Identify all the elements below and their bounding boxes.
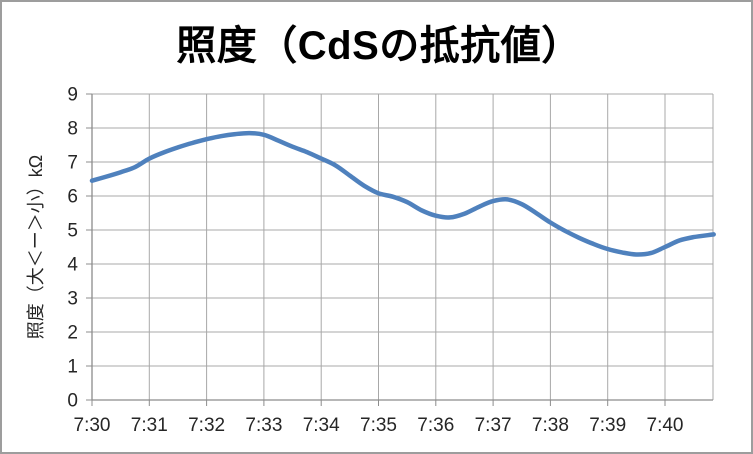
x-tick-label: 7:35	[360, 415, 397, 436]
x-tick-label: 7:40	[647, 415, 684, 436]
x-tick-label: 7:32	[188, 415, 225, 436]
y-tick-label: 9	[67, 85, 78, 106]
x-tick-label: 7:37	[475, 415, 512, 436]
chart-title: 照度（CdSの抵抗値）	[176, 24, 582, 68]
x-tick-label: 7:31	[131, 415, 168, 436]
y-tick-label: 6	[67, 187, 78, 208]
gridlines	[92, 93, 714, 400]
y-tick-label: 0	[67, 391, 78, 412]
axes	[86, 93, 713, 406]
y-tick-label: 7	[67, 153, 78, 174]
x-tick-label: 7:36	[417, 415, 454, 436]
x-axis-tick-labels: 7:30 7:31 7:32 7:33 7:34 7:35 7:36 7:37 7:38 7:39…	[74, 415, 684, 436]
y-tick-label: 3	[67, 289, 78, 310]
x-tick-label: 7:38	[532, 415, 569, 436]
y-tick-label: 5	[67, 221, 78, 242]
y-tick-label: 8	[67, 119, 78, 140]
y-axis-title: 照度（大＜ー＞小）kΩ	[26, 155, 46, 339]
y-axis-tick-labels: 0 1 2 3 4 5 6 7 8 9	[67, 85, 78, 412]
x-tick-label: 7:30	[74, 415, 111, 436]
y-tick-label: 1	[67, 357, 78, 378]
x-tick-label: 7:33	[245, 415, 282, 436]
x-tick-label: 7:39	[589, 415, 626, 436]
x-tick-label: 7:34	[303, 415, 340, 436]
y-tick-label: 2	[67, 323, 78, 344]
series-line-cds-resistance	[89, 130, 716, 257]
y-tick-label: 4	[67, 255, 78, 276]
